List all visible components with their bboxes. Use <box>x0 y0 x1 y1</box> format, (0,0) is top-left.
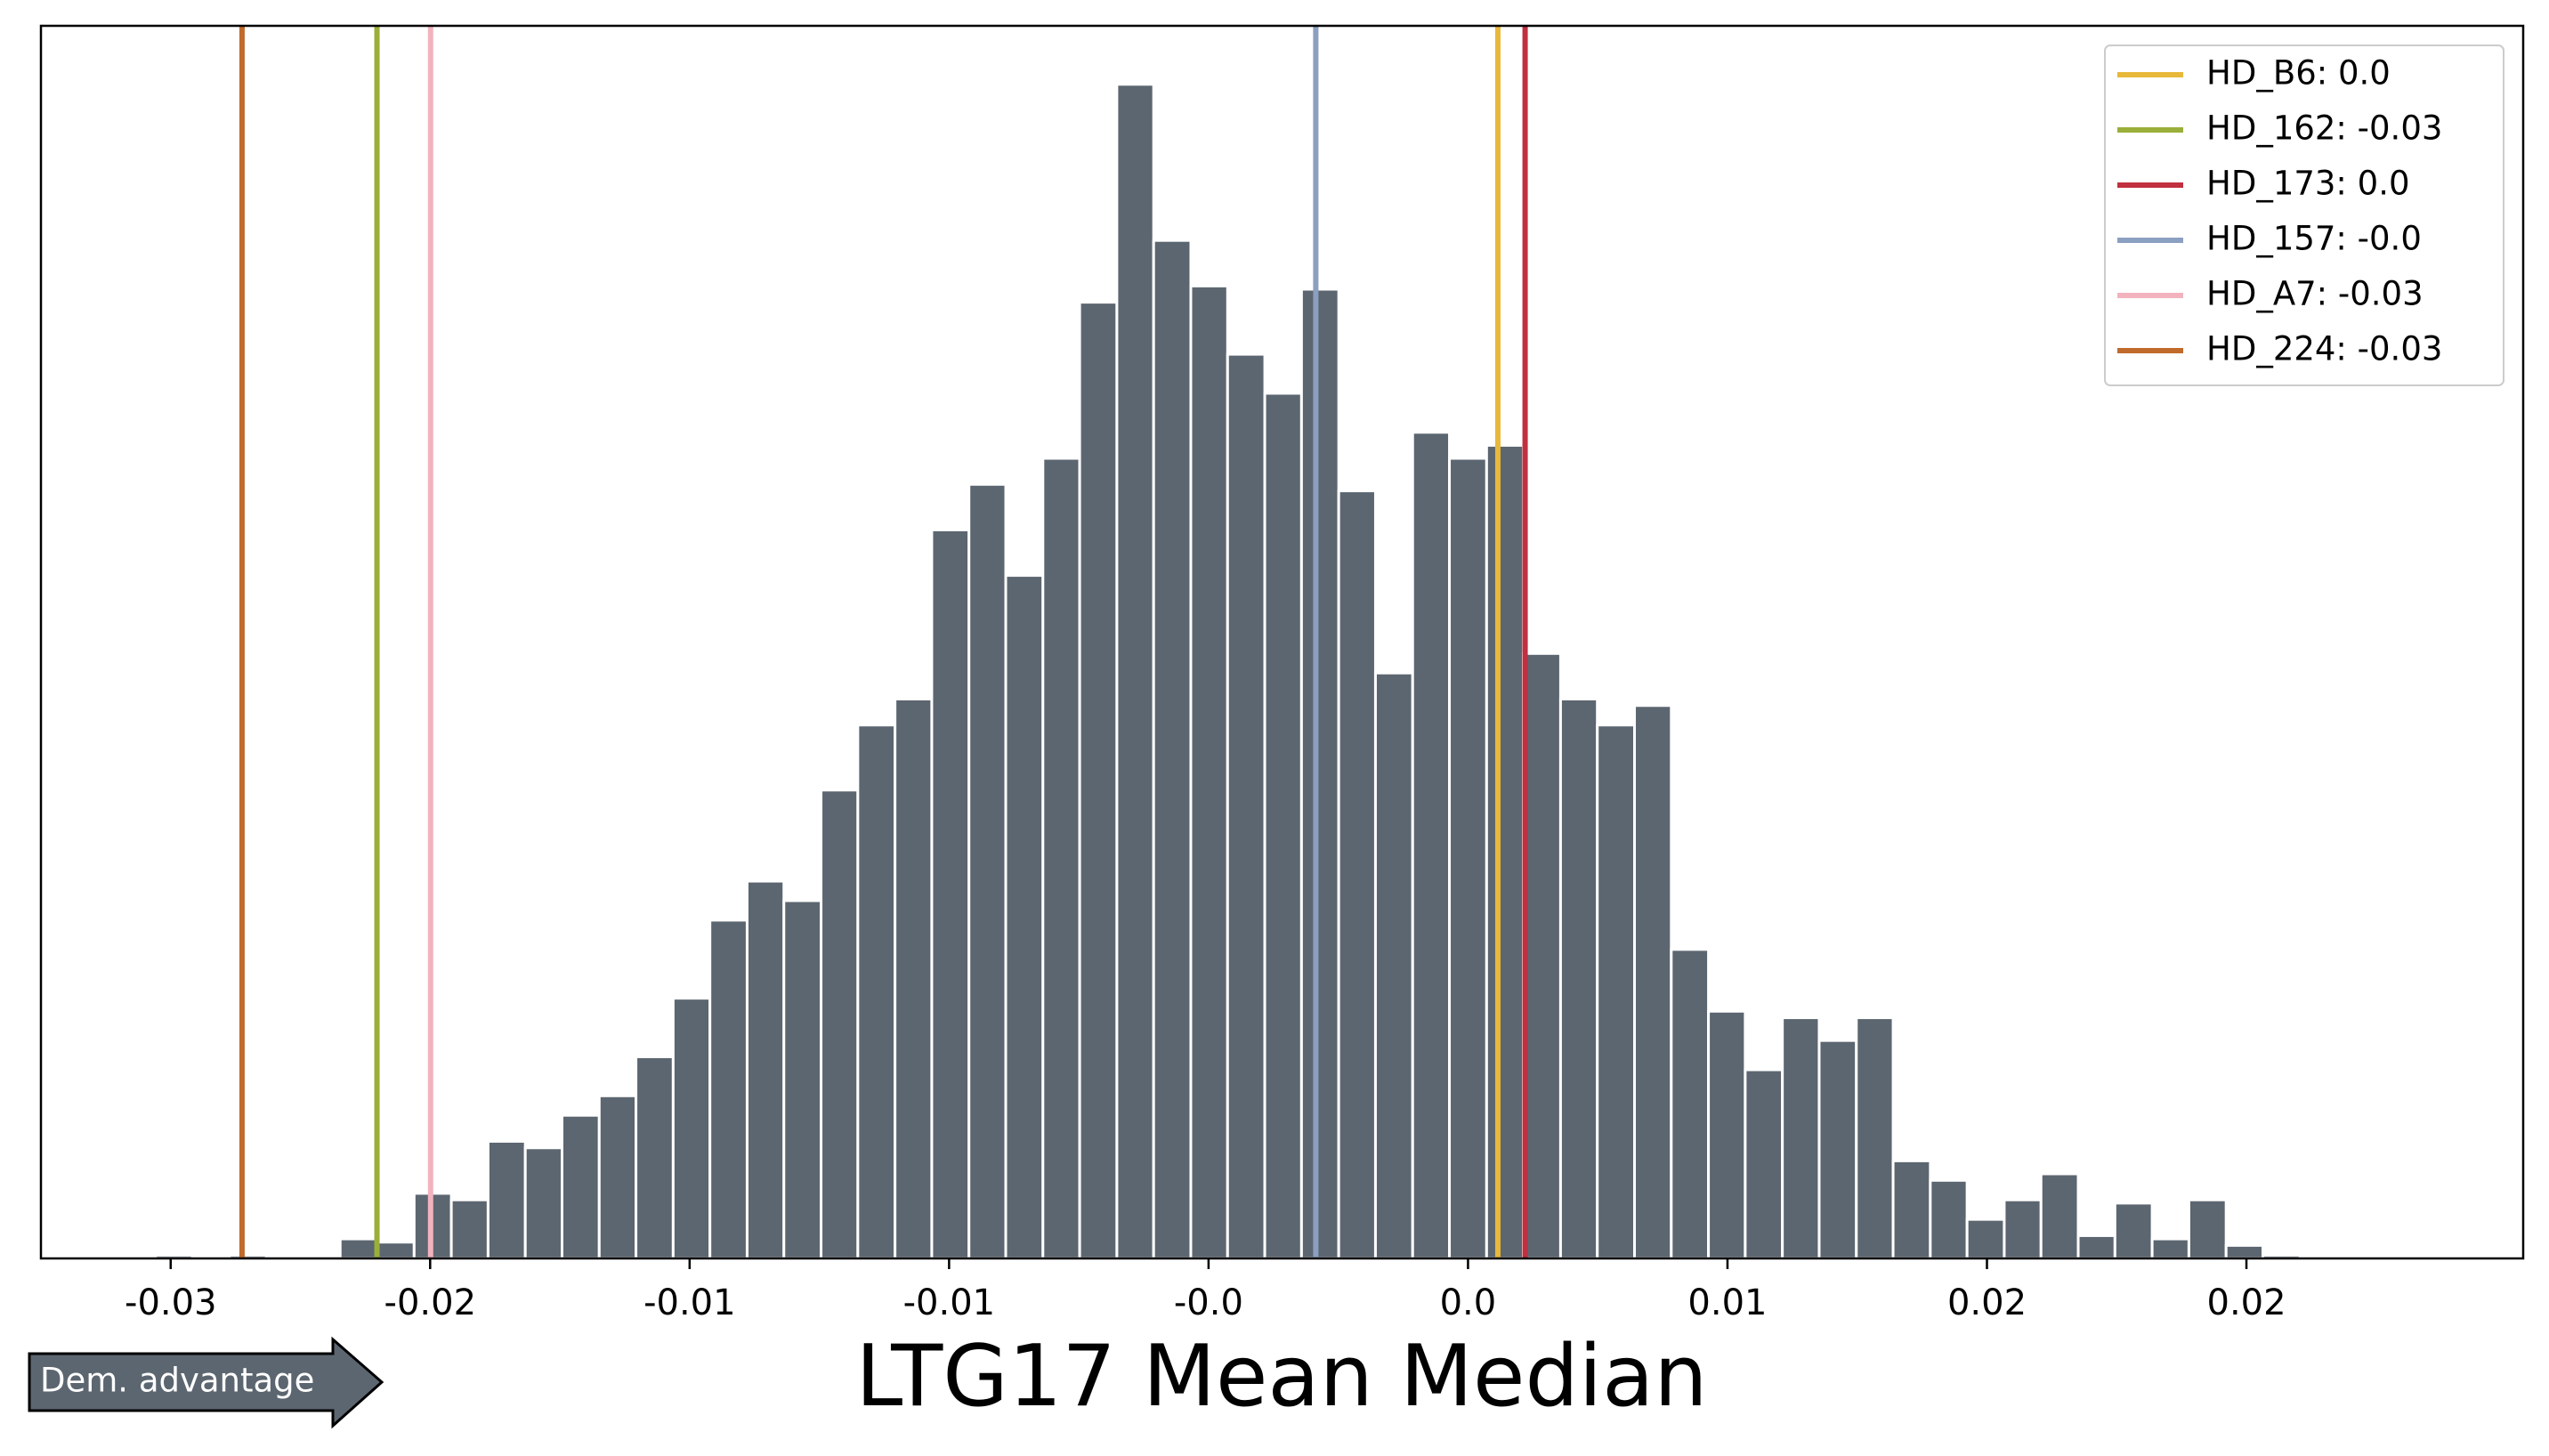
bar <box>1781 1016 1821 1260</box>
bar <box>635 1055 675 1260</box>
bar <box>782 899 823 1260</box>
bar <box>2003 1198 2043 1260</box>
bar <box>1855 1016 1895 1260</box>
legend-label: HD_A7: -0.03 <box>2206 275 2424 313</box>
x-tick-label: -0.0 <box>1174 1282 1243 1323</box>
bar <box>2224 1243 2264 1260</box>
bar <box>1670 948 1711 1260</box>
bar <box>745 879 786 1260</box>
bar <box>1115 83 1155 1260</box>
bar <box>708 918 749 1260</box>
bar <box>1226 352 1266 1260</box>
bar <box>1632 704 1673 1260</box>
bar <box>1891 1159 1932 1260</box>
bar <box>338 1237 379 1260</box>
bar <box>597 1094 638 1260</box>
annotation-arrow <box>28 1336 384 1429</box>
bar <box>1078 301 1119 1260</box>
x-tick-label: -0.02 <box>384 1282 477 1323</box>
bar <box>1485 443 1525 1260</box>
bar <box>1041 457 1081 1260</box>
bar <box>449 1198 490 1260</box>
bar <box>2150 1237 2190 1260</box>
legend-label: HD_162: -0.03 <box>2206 109 2442 148</box>
x-tick-label: 0.0 <box>1440 1282 1497 1323</box>
bar <box>2113 1201 2154 1260</box>
bar <box>894 697 934 1260</box>
bar <box>1965 1217 2006 1260</box>
bar <box>1299 287 1340 1260</box>
bar <box>1817 1039 1858 1260</box>
legend-label: HD_B6: 0.0 <box>2206 54 2391 93</box>
bar <box>376 1241 416 1260</box>
bar <box>1411 431 1452 1260</box>
bar <box>523 1146 563 1260</box>
bar <box>820 789 860 1260</box>
bar <box>1152 239 1193 1260</box>
bar <box>1189 284 1229 1260</box>
bar <box>671 997 712 1260</box>
bar <box>1337 489 1377 1260</box>
chart-title: LTG17 Mean Median <box>855 1328 1707 1426</box>
bar <box>486 1139 527 1260</box>
x-tick-label: -0.03 <box>125 1282 217 1323</box>
legend-box <box>2104 44 2504 386</box>
legend-label: HD_173: 0.0 <box>2206 165 2410 203</box>
bar <box>1522 651 1562 1260</box>
bar <box>1929 1178 1969 1260</box>
bar <box>2076 1234 2116 1260</box>
x-tick-label: 0.01 <box>1687 1282 1767 1323</box>
bar <box>560 1113 601 1260</box>
bar <box>2187 1198 2228 1260</box>
bar <box>1707 1009 1747 1260</box>
legend-label: HD_224: -0.03 <box>2206 330 2442 368</box>
x-tick-label: -0.01 <box>643 1282 736 1323</box>
x-tick-label: -0.01 <box>903 1282 996 1323</box>
bar <box>1263 392 1303 1260</box>
bar <box>1558 697 1599 1260</box>
bar <box>2039 1172 2080 1260</box>
legend-label: HD_157: -0.0 <box>2206 220 2422 258</box>
bar <box>1596 724 1636 1260</box>
annotation: Dem. advantage <box>40 1362 314 1400</box>
bar <box>856 724 897 1260</box>
bar <box>1373 671 1414 1260</box>
plot-frame <box>39 24 2525 1260</box>
bar <box>1448 457 1488 1260</box>
x-tick-label: 0.02 <box>1947 1282 2027 1323</box>
bar <box>967 482 1007 1260</box>
x-tick-label: 0.02 <box>2207 1282 2286 1323</box>
bar <box>1004 574 1045 1260</box>
bar <box>930 528 971 1260</box>
bar <box>1744 1068 1784 1260</box>
